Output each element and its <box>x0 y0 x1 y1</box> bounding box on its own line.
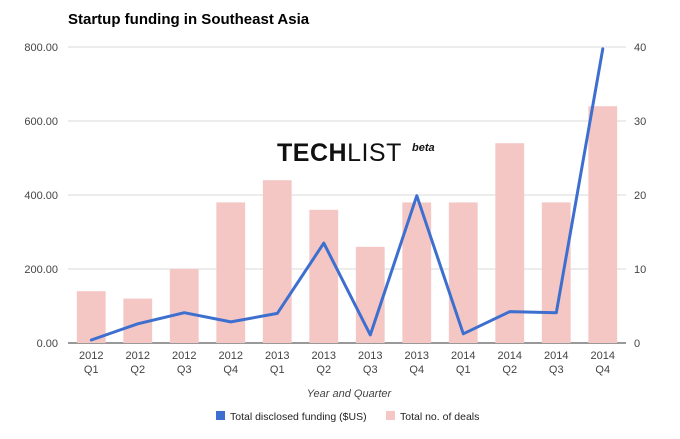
x-axis-tick-label: 2013 Q4 <box>405 350 429 376</box>
x-axis-ticks: 2012 Q1 2012 Q2 2012 Q3 2012 Q4 2013 Q1 2013 Q2 2013… <box>79 350 615 376</box>
right-axis-tick-label: 40 <box>634 42 646 54</box>
deals-bar <box>448 202 478 343</box>
x-axis-tick-label: 2012 Q4 <box>219 350 243 376</box>
x-axis-tick-label: 2012 Q2 <box>126 350 150 376</box>
deals-bar <box>76 291 106 343</box>
watermark-beta-tag: beta <box>412 142 435 154</box>
x-axis-tick-label: 2012 Q3 <box>172 350 196 376</box>
deals-bar <box>309 209 339 343</box>
left-axis-tick-label: 600.00 <box>24 116 58 128</box>
x-axis-tick-label: 2013 Q3 <box>358 350 382 376</box>
legend-swatch-funding <box>216 411 225 420</box>
deals-bar <box>495 143 525 343</box>
deals-bar <box>262 180 292 343</box>
x-axis-tick-label: 2014 Q4 <box>591 350 615 376</box>
left-axis-tick-label: 200.00 <box>24 264 58 276</box>
deals-bar <box>541 202 571 343</box>
right-axis-tick-label: 0 <box>634 338 640 350</box>
chart-title: Startup funding in Southeast Asia <box>68 11 310 28</box>
x-axis-tick-label: 2013 Q2 <box>312 350 336 376</box>
right-axis-tick-label: 10 <box>634 264 646 276</box>
left-axis-tick-label: 400.00 <box>24 190 58 202</box>
deals-bar <box>169 269 199 343</box>
svg-text:TECHLIST: TECHLIST <box>277 139 402 167</box>
legend: Total disclosed funding ($US) Total no. … <box>216 411 479 423</box>
left-axis-tick-label: 0.00 <box>37 338 58 350</box>
legend-item-funding: Total disclosed funding ($US) <box>216 411 367 423</box>
right-axis-tick-label: 20 <box>634 190 646 202</box>
x-axis-label: Year and Quarter <box>307 388 393 400</box>
x-axis-tick-label: 2012 Q1 <box>79 350 103 376</box>
deals-bar <box>588 106 618 343</box>
x-axis-tick-label: 2014 Q1 <box>451 350 475 376</box>
deals-bars <box>76 106 618 343</box>
watermark-brand-light: LIST <box>347 139 402 167</box>
x-axis-tick-label: 2014 Q3 <box>544 350 568 376</box>
legend-label-deals: Total no. of deals <box>400 411 479 423</box>
funding-line-path <box>89 47 605 342</box>
x-axis-tick-label: 2014 Q2 <box>498 350 522 376</box>
left-axis-tick-label: 800.00 <box>24 42 58 54</box>
legend-item-deals: Total no. of deals <box>386 411 479 423</box>
grid-lines <box>68 46 626 344</box>
left-axis-ticks: 0.00 200.00 400.00 600.00 800.00 <box>24 42 58 350</box>
right-axis-ticks: 0 10 20 30 40 <box>634 42 646 350</box>
techlist-watermark: TECHLIST beta <box>277 139 435 167</box>
legend-swatch-deals <box>386 411 395 420</box>
legend-label-funding: Total disclosed funding ($US) <box>230 411 367 423</box>
x-axis-tick-label: 2013 Q1 <box>265 350 289 376</box>
right-axis-tick-label: 30 <box>634 116 646 128</box>
watermark-brand-bold: TECH <box>277 139 347 167</box>
deals-bar <box>355 246 385 343</box>
funding-line <box>89 47 605 342</box>
